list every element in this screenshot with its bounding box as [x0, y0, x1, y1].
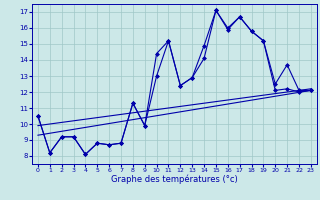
X-axis label: Graphe des températures (°c): Graphe des températures (°c): [111, 175, 238, 184]
